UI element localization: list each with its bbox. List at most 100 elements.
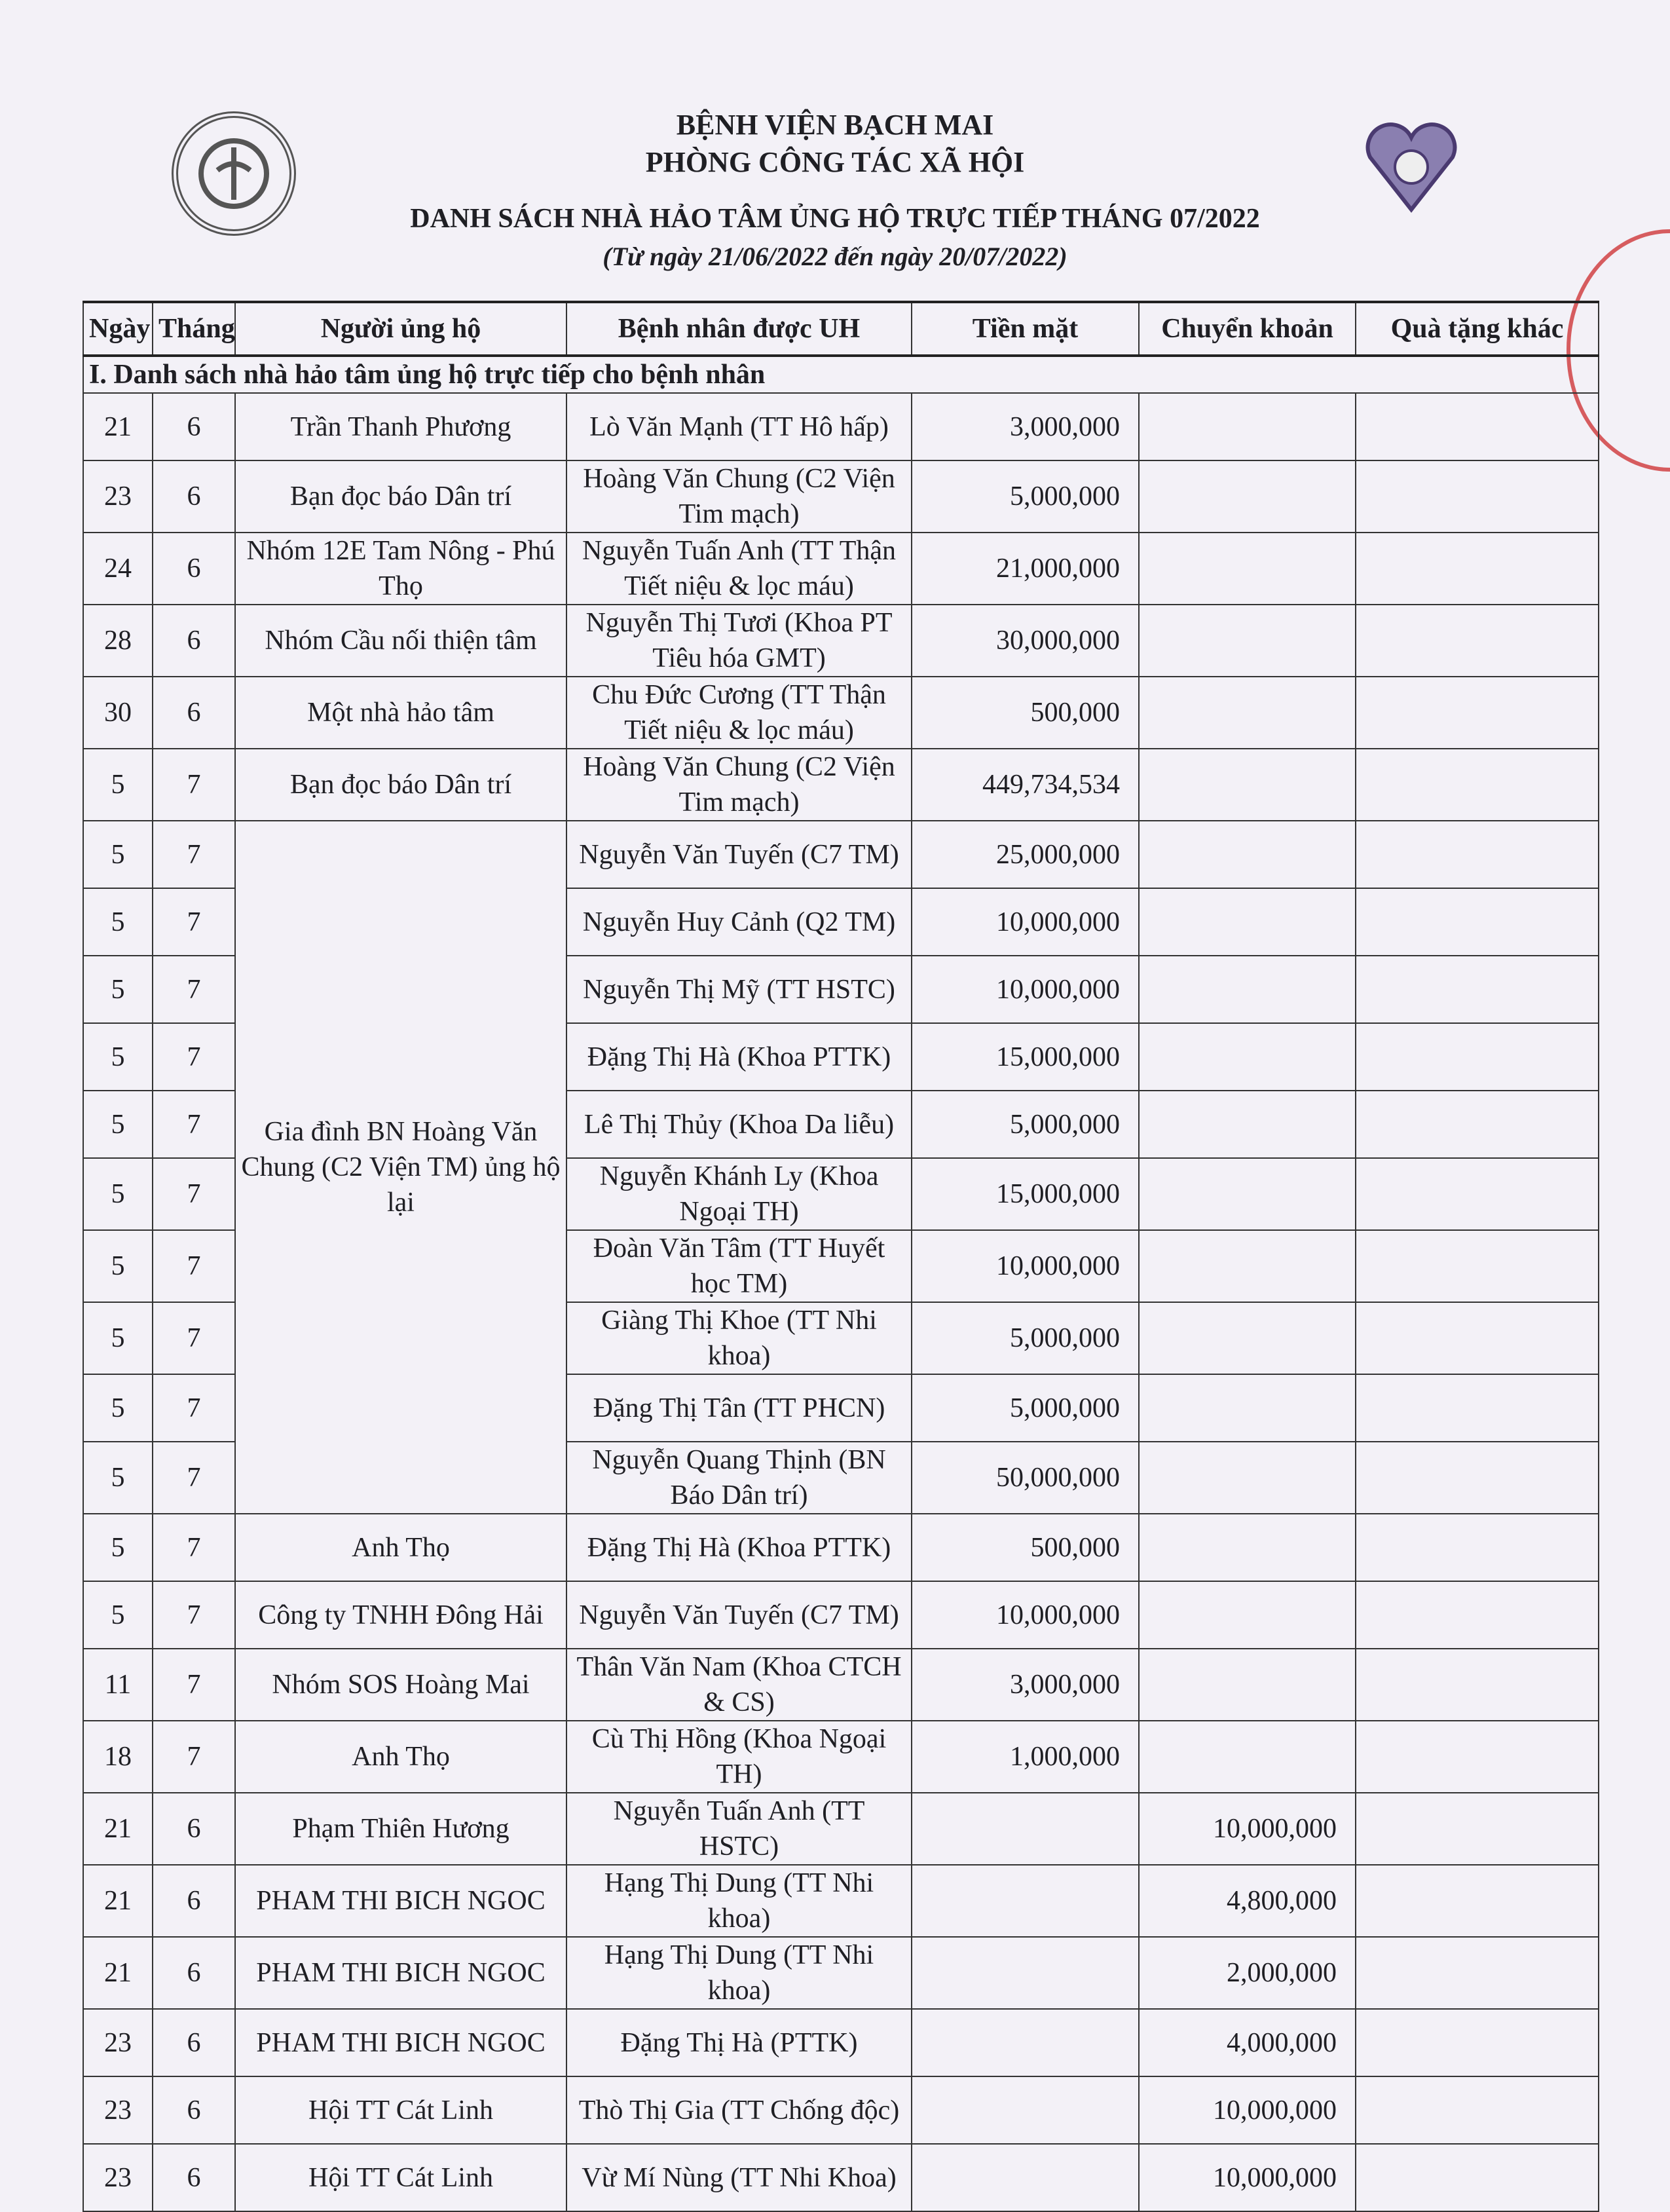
cell-day: 5 bbox=[83, 1090, 153, 1159]
table-row: 5 7 Giàng Thị Khoe (TT Nhi khoa) 5,000,000 bbox=[83, 1302, 1599, 1375]
cell-gift bbox=[1355, 955, 1599, 1024]
donor-table: Ngày Tháng Người ủng hộ Bệnh nhân được U… bbox=[83, 301, 1599, 2212]
cell-cash: 500,000 bbox=[911, 676, 1140, 749]
cell-donor: Nhóm SOS Hoàng Mai bbox=[234, 1648, 567, 1721]
cell-cash: 10,000,000 bbox=[911, 955, 1140, 1024]
cell-day: 5 bbox=[83, 1229, 153, 1303]
cell-patient: Hạng Thị Dung (TT Nhi khoa) bbox=[566, 1864, 912, 1938]
cell-patient: Đoàn Văn Tâm (TT Huyết học TM) bbox=[566, 1229, 912, 1303]
cell-day: 28 bbox=[83, 604, 153, 677]
col-day: Ngày bbox=[83, 301, 153, 357]
cell-cash: 5,000,000 bbox=[911, 1090, 1140, 1159]
cell-month: 6 bbox=[152, 2008, 236, 2077]
cell-gift bbox=[1355, 1720, 1599, 1793]
cell-donor: Bạn đọc báo Dân trí bbox=[234, 460, 567, 533]
cell-day: 23 bbox=[83, 2076, 153, 2145]
cell-cash: 10,000,000 bbox=[911, 888, 1140, 956]
cell-month: 7 bbox=[152, 1157, 236, 1231]
cell-patient: Hoàng Văn Chung (C2 Viện Tim mạch) bbox=[566, 748, 912, 821]
cell-transfer bbox=[1138, 676, 1356, 749]
cell-transfer bbox=[1138, 1302, 1356, 1375]
cell-day: 5 bbox=[83, 820, 153, 889]
document-subtitle: (Từ ngày 21/06/2022 đến ngày 20/07/2022) bbox=[603, 242, 1067, 271]
cell-cash: 10,000,000 bbox=[911, 1229, 1140, 1303]
table-row: 5 7 Đoàn Văn Tâm (TT Huyết học TM) 10,000,0… bbox=[83, 1229, 1599, 1303]
cell-day: 23 bbox=[83, 2008, 153, 2077]
table-row: 18 7 Anh Thọ Cù Thị Hồng (Khoa Ngoại TH) 1,0… bbox=[83, 1720, 1599, 1793]
cell-month: 7 bbox=[152, 1302, 236, 1375]
cell-cash bbox=[911, 2076, 1140, 2145]
cell-month: 6 bbox=[152, 1864, 236, 1938]
cell-patient: Nguyễn Văn Tuyến (C7 TM) bbox=[566, 1581, 912, 1649]
cell-transfer: 10,000,000 bbox=[1138, 2143, 1356, 2212]
cell-patient: Nguyễn Tuấn Anh (TT HSTC) bbox=[566, 1792, 912, 1865]
table-row: 21 6 Phạm Thiên Hương Nguyễn Tuấn Anh (TT H… bbox=[83, 1792, 1599, 1865]
cell-gift bbox=[1355, 532, 1599, 605]
cell-gift bbox=[1355, 1229, 1599, 1303]
cell-cash: 15,000,000 bbox=[911, 1157, 1140, 1231]
cell-month: 7 bbox=[152, 1229, 236, 1303]
cell-donor: Nhóm Cầu nối thiện tâm bbox=[234, 604, 567, 677]
cell-patient: Nguyễn Huy Cảnh (Q2 TM) bbox=[566, 888, 912, 956]
cell-donor: PHAM THI BICH NGOC bbox=[234, 2008, 567, 2077]
cell-day: 5 bbox=[83, 955, 153, 1024]
cell-transfer bbox=[1138, 604, 1356, 677]
cell-transfer bbox=[1138, 1720, 1356, 1793]
table-row: 23 6 Hội TT Cát Linh Thò Thị Gia (TT Chống … bbox=[83, 2076, 1599, 2145]
cell-gift bbox=[1355, 2076, 1599, 2145]
cell-patient: Lê Thị Thủy (Khoa Da liễu) bbox=[566, 1090, 912, 1159]
col-other-gift: Quà tặng khác bbox=[1355, 301, 1599, 357]
cell-month: 7 bbox=[152, 748, 236, 821]
cell-gift bbox=[1355, 1513, 1599, 1582]
cell-patient: Nguyễn Quang Thịnh (BN Báo Dân trí) bbox=[566, 1441, 912, 1514]
cell-month: 7 bbox=[152, 1090, 236, 1159]
cell-donor: Anh Thọ bbox=[234, 1720, 567, 1793]
cell-transfer bbox=[1138, 1374, 1356, 1442]
table-row: 5 7 Lê Thị Thủy (Khoa Da liễu) 5,000,000 bbox=[83, 1090, 1599, 1159]
cell-day: 18 bbox=[83, 1720, 153, 1793]
table-row: 5 7 Đặng Thị Tân (TT PHCN) 5,000,000 bbox=[83, 1374, 1599, 1442]
cell-donor: Công ty TNHH Đông Hải bbox=[234, 1581, 567, 1649]
social-work-logo bbox=[1362, 121, 1460, 213]
cell-transfer bbox=[1138, 955, 1356, 1024]
hospital-logo bbox=[172, 111, 296, 236]
cell-day: 5 bbox=[83, 1022, 153, 1091]
cell-donor: Anh Thọ bbox=[234, 1513, 567, 1582]
cell-gift bbox=[1355, 604, 1599, 677]
cell-transfer bbox=[1138, 1022, 1356, 1091]
cell-transfer bbox=[1138, 748, 1356, 821]
cell-day: 5 bbox=[83, 1157, 153, 1231]
cell-donor: Hội TT Cát Linh bbox=[234, 2076, 567, 2145]
cell-day: 5 bbox=[83, 1374, 153, 1442]
table-row: 23 6 PHAM THI BICH NGOC Đặng Thị Hà (PTTK) 4… bbox=[83, 2008, 1599, 2077]
cell-patient: Hạng Thị Dung (TT Nhi khoa) bbox=[566, 1936, 912, 2010]
cell-gift bbox=[1355, 1022, 1599, 1091]
cell-month: 6 bbox=[152, 2076, 236, 2145]
cell-month: 7 bbox=[152, 955, 236, 1024]
cell-day: 5 bbox=[83, 1513, 153, 1582]
cell-patient: Giàng Thị Khoe (TT Nhi khoa) bbox=[566, 1302, 912, 1375]
cell-patient: Chu Đức Cương (TT Thận Tiết niệu & lọc m… bbox=[566, 676, 912, 749]
cell-transfer bbox=[1138, 1441, 1356, 1514]
cell-cash: 30,000,000 bbox=[911, 604, 1140, 677]
cell-cash: 15,000,000 bbox=[911, 1022, 1140, 1091]
cell-transfer bbox=[1138, 1229, 1356, 1303]
table-row: 5 7 Bạn đọc báo Dân trí Hoàng Văn Chung (C2… bbox=[83, 748, 1599, 821]
col-cash: Tiền mặt bbox=[911, 301, 1140, 357]
cell-month: 6 bbox=[152, 604, 236, 677]
cell-month: 6 bbox=[152, 676, 236, 749]
table-row: 5 7 Gia đình BN Hoàng Văn Chung (C2 Viện T… bbox=[83, 820, 1599, 1514]
cell-day: 24 bbox=[83, 532, 153, 605]
cell-patient: Vừ Mí Nùng (TT Nhi Khoa) bbox=[566, 2143, 912, 2212]
cell-day: 30 bbox=[83, 676, 153, 749]
cell-month: 6 bbox=[152, 392, 236, 461]
cell-patient: Đặng Thị Hà (Khoa PTTK) bbox=[566, 1022, 912, 1091]
cell-gift bbox=[1355, 1581, 1599, 1649]
cell-donor: Hội TT Cát Linh bbox=[234, 2143, 567, 2212]
cell-day: 21 bbox=[83, 1792, 153, 1865]
cell-donor: Phạm Thiên Hương bbox=[234, 1792, 567, 1865]
table-row: 5 7 Nguyễn Thị Mỹ (TT HSTC) 10,000,000 bbox=[83, 955, 1599, 1024]
cell-patient: Thò Thị Gia (TT Chống độc) bbox=[566, 2076, 912, 2145]
cell-transfer: 4,800,000 bbox=[1138, 1864, 1356, 1938]
cell-patient: Đặng Thị Hà (Khoa PTTK) bbox=[566, 1513, 912, 1582]
